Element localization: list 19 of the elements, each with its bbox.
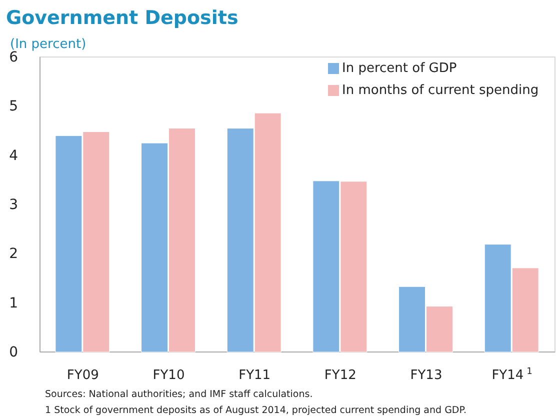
x-tick-label: FY10 <box>152 368 185 383</box>
x-tick-label: FY11 <box>238 368 271 383</box>
y-tick-label: 0 <box>9 344 18 360</box>
y-tick-label: 6 <box>9 49 18 66</box>
y-tick-label: 3 <box>9 196 18 213</box>
chart-title: Government Deposits <box>6 7 238 29</box>
x-tick-label: FY12 <box>324 368 356 383</box>
x-tick-label: FY09 <box>66 368 99 383</box>
legend-label: In months of current spending <box>342 83 539 98</box>
y-tick-label: 2 <box>9 246 18 262</box>
x-tick-label: FY13 <box>410 368 442 383</box>
y-tick-label: 1 <box>9 295 18 312</box>
x-tick-label: FY14$^{1}$ <box>492 367 532 383</box>
y-tick-label: 4 <box>9 148 18 164</box>
y-tick-label: 5 <box>9 98 18 115</box>
legend-label: In percent of GDP <box>342 61 457 76</box>
chart-subtitle: (In percent) <box>10 37 86 52</box>
source-note: Sources: National authorities; and IMF staff calculations. <box>45 389 313 400</box>
text: 1 Stock of government deposits as of August 2014, projected current spending and GDP. <box>45 405 467 416</box>
